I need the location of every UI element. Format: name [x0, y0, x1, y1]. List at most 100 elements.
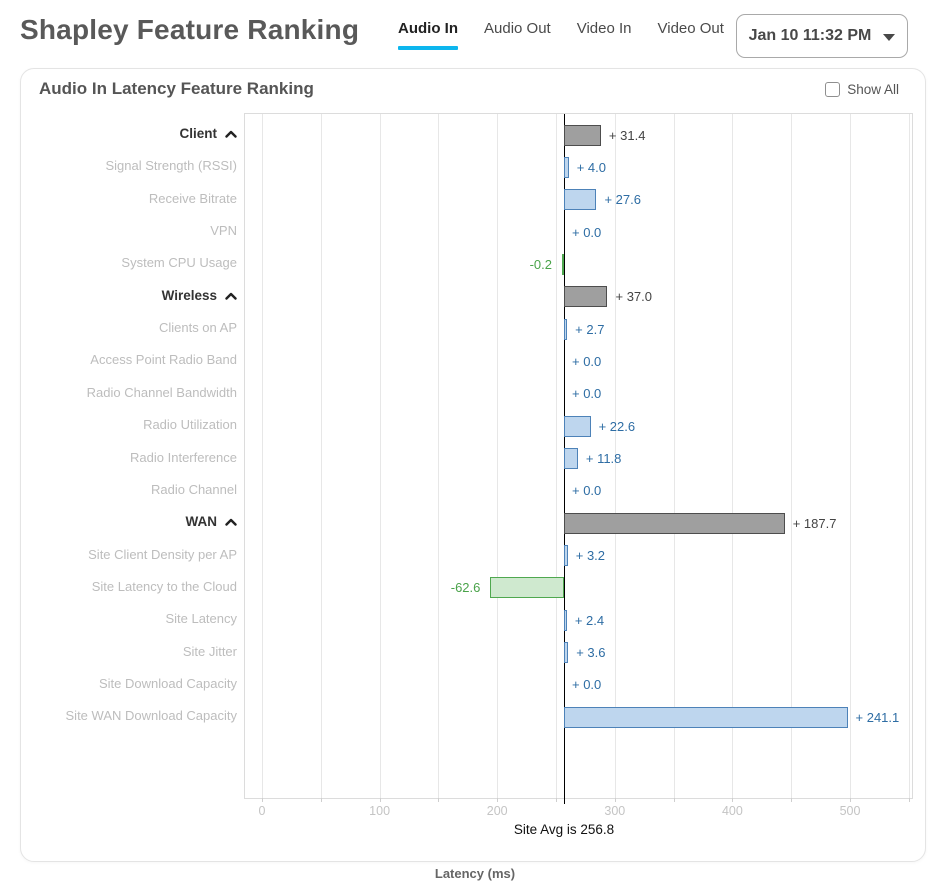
shap-bar	[563, 545, 568, 567]
feature-row-label: Radio Channel Bandwidth	[87, 383, 237, 403]
group-row-label[interactable]: Client	[179, 124, 237, 144]
shap-bar	[563, 286, 608, 308]
axis-tick	[673, 798, 675, 802]
bar-value-label: + 0.0	[571, 677, 602, 693]
gridline	[673, 114, 675, 798]
gridline	[614, 114, 616, 798]
bar-value-label: -0.2	[529, 256, 552, 272]
group-row-label[interactable]: WAN	[186, 512, 238, 532]
shap-bar	[563, 415, 591, 437]
x-tick-label: 400	[721, 804, 743, 818]
row-label-text: Site Jitter	[182, 643, 237, 659]
page-title: Shapley Feature Ranking	[20, 14, 360, 45]
shap-bar	[563, 448, 578, 469]
shap-bar	[563, 512, 785, 534]
bar-value-label: + 0.0	[571, 483, 602, 499]
axis-tick	[379, 798, 381, 802]
row-label-text: Site Client Density per AP	[88, 546, 237, 562]
row-label-text: Site Download Capacity	[98, 675, 237, 691]
plot-area: 0 100 200 300 400 500 Site Avg is 256.8 + 31.4 +…	[244, 113, 913, 837]
tab-video-out[interactable]: Video Out	[658, 20, 724, 50]
gridline	[438, 114, 440, 798]
axis-tick	[850, 798, 851, 802]
row-label-text: Receive Bitrate	[148, 190, 237, 206]
shap-bar	[563, 124, 601, 146]
chevron-up-icon[interactable]	[225, 292, 237, 300]
feature-row-label: Site Latency to the Cloud	[92, 577, 237, 597]
feature-row-label: VPN	[210, 221, 237, 241]
tab-audio-out-label: Audio Out	[484, 20, 551, 37]
x-tick-label: 0	[258, 804, 266, 818]
feature-row-label: Site Latency	[165, 609, 237, 629]
feature-row-label: Site WAN Download Capacity	[66, 706, 237, 726]
bar-value-label: + 241.1	[855, 709, 900, 725]
row-label-text: Wireless	[161, 287, 217, 303]
tab-video-out-label: Video Out	[657, 20, 724, 37]
feature-row-label: Signal Strength (RSSI)	[105, 156, 237, 176]
shap-bar	[563, 706, 848, 728]
x-tick-label: 200	[486, 804, 508, 818]
chevron-up-icon[interactable]	[225, 518, 237, 526]
bar-value-label: + 27.6	[604, 192, 641, 208]
chevron-up-icon[interactable]	[225, 130, 237, 138]
bar-value-label: + 187.7	[792, 515, 837, 531]
tab-audio-out[interactable]: Audio Out	[484, 20, 551, 50]
bar-value-label: + 0.0	[571, 386, 602, 402]
gridline	[850, 114, 851, 798]
row-label-text: Radio Channel	[150, 481, 237, 497]
x-tick-label: 500	[839, 804, 861, 818]
row-label-text: System CPU Usage	[121, 255, 237, 271]
show-all-toggle[interactable]: Show All	[825, 82, 899, 97]
feature-row-label: Site Download Capacity	[99, 674, 237, 694]
tab-video-in[interactable]: Video In	[577, 20, 632, 50]
gridline	[791, 114, 793, 798]
axis-tick	[614, 798, 616, 802]
row-label-text: Site WAN Download Capacity	[65, 708, 237, 724]
active-tab-underline	[398, 46, 458, 50]
row-label-text: Access Point Radio Band	[90, 352, 237, 368]
tab-bar: Audio In Audio Out Video In Video Out	[398, 20, 724, 50]
group-row-label[interactable]: Wireless	[162, 286, 237, 306]
gridline	[732, 114, 734, 798]
axis-tick	[908, 798, 910, 802]
tab-video-in-label: Video In	[576, 20, 632, 37]
gridline	[379, 114, 381, 798]
bar-value-label: + 0.0	[571, 353, 602, 369]
gridline	[320, 114, 322, 798]
x-axis-title: Latency (ms)	[434, 866, 516, 881]
tab-audio-in[interactable]: Audio In	[398, 20, 458, 50]
chart-card-title: Audio In Latency Feature Ranking	[39, 79, 314, 98]
feature-row-label: Site Client Density per AP	[88, 545, 237, 565]
gridline	[556, 114, 557, 798]
row-label-text: Clients on AP	[158, 320, 237, 336]
bar-value-label: -62.6	[450, 580, 481, 596]
show-all-checkbox[interactable]	[825, 82, 841, 97]
feature-row-label: Radio Interference	[130, 448, 237, 468]
gridline	[497, 114, 499, 798]
site-average-label: Site Avg is 256.8	[513, 822, 615, 837]
chart-card: Audio In Latency Feature Ranking Show Al…	[20, 68, 926, 862]
show-all-label: Show All	[847, 82, 899, 97]
caret-down-icon	[883, 33, 896, 41]
row-label-text: Radio Utilization	[143, 417, 237, 433]
shap-bar	[563, 642, 569, 664]
date-picker-label: Jan 10 11:32 PM	[748, 27, 872, 44]
feature-row-label: System CPU Usage	[121, 253, 237, 273]
gridline	[262, 114, 263, 798]
date-picker[interactable]: Jan 10 11:32 PM	[736, 14, 908, 58]
bar-value-label: + 4.0	[576, 159, 606, 175]
shap-bar	[563, 318, 568, 340]
x-tick-label: 100	[369, 804, 391, 818]
bar-value-label: + 0.0	[571, 224, 602, 240]
shap-bar	[563, 189, 597, 211]
shap-bar	[563, 156, 569, 178]
shap-bar	[561, 253, 564, 275]
feature-row-label: Radio Utilization	[143, 415, 237, 435]
bar-value-label: + 3.2	[575, 548, 606, 564]
feature-row-label: Radio Channel	[151, 480, 237, 500]
row-label-text: VPN	[210, 223, 237, 239]
bar-value-label: + 2.4	[574, 612, 605, 628]
bar-value-label: + 11.8	[585, 451, 622, 466]
row-label-text: WAN	[185, 514, 218, 530]
